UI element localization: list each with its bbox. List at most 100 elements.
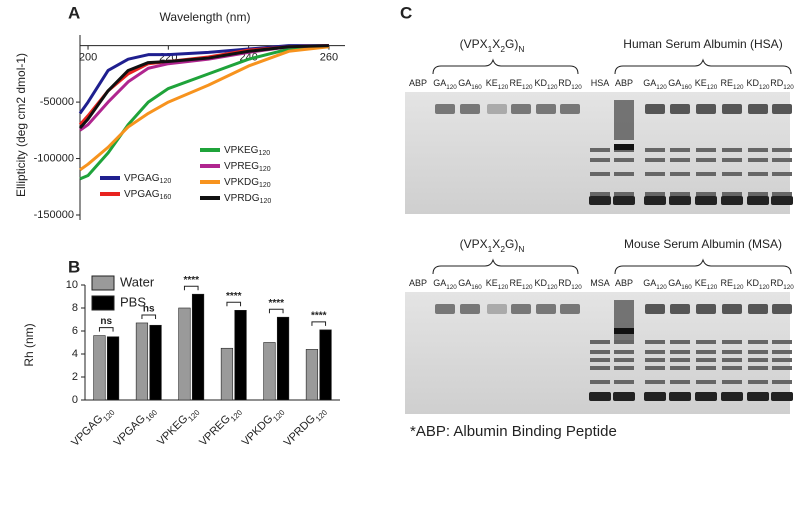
gel-band xyxy=(669,196,691,205)
gel-band xyxy=(696,192,716,196)
lane-label: RE120 xyxy=(720,278,744,291)
gel-band xyxy=(645,104,665,114)
gel-band xyxy=(589,392,611,401)
gel-band xyxy=(748,192,768,196)
panel-letter: A xyxy=(68,3,80,22)
bar xyxy=(319,329,332,401)
gel-band xyxy=(696,172,716,176)
gel-band xyxy=(772,366,792,370)
x-tick-label: VPREG120 xyxy=(197,404,244,451)
lane-label: GA160 xyxy=(458,78,482,91)
gel-band xyxy=(748,358,768,362)
gel-band xyxy=(670,104,690,114)
gel-band xyxy=(669,392,691,401)
y-tick-label: -50000 xyxy=(40,96,74,108)
gel-band xyxy=(696,366,716,370)
gel-band xyxy=(614,366,634,370)
gel-band xyxy=(614,380,634,384)
x-tick-label: VPKDG120 xyxy=(240,404,287,451)
bar xyxy=(149,324,162,401)
lane-label: RE120 xyxy=(720,78,744,91)
gel-band xyxy=(772,148,792,152)
significance-bracket xyxy=(183,285,199,291)
gel-band xyxy=(722,366,742,370)
lane-label: GA120 xyxy=(643,278,667,291)
gel-band xyxy=(645,148,665,152)
gel-band xyxy=(645,358,665,362)
gel-band xyxy=(696,380,716,384)
legend-label: Water xyxy=(120,274,155,289)
legend-swatch xyxy=(91,275,115,291)
lane-label: GA120 xyxy=(433,278,457,291)
significance-label: **** xyxy=(183,275,199,286)
y-tick-label: 0 xyxy=(72,394,78,406)
y-tick-label: 4 xyxy=(72,348,78,360)
gel-band xyxy=(645,172,665,176)
gel-band xyxy=(696,158,716,162)
gel-band xyxy=(670,380,690,384)
bar xyxy=(220,347,234,401)
gel-band xyxy=(722,148,742,152)
lane-label: ABP xyxy=(615,78,633,88)
gel-band xyxy=(645,380,665,384)
gel-band xyxy=(748,340,768,344)
gel-band xyxy=(722,380,742,384)
significance-bracket xyxy=(268,308,284,314)
gel-band xyxy=(670,358,690,362)
legend-label: VPRDG120 xyxy=(224,193,271,206)
gel-band xyxy=(670,304,690,314)
lane-label: KE120 xyxy=(695,78,718,91)
y-tick-label: -100000 xyxy=(34,152,74,164)
gel-band xyxy=(670,192,690,196)
gel-band xyxy=(613,196,635,205)
gel-band xyxy=(644,392,666,401)
gel-band xyxy=(487,304,507,314)
legend-label: PBS xyxy=(120,294,146,309)
gel-band xyxy=(772,340,792,344)
y-axis-label: Rh (nm) xyxy=(22,323,36,366)
bar xyxy=(135,322,149,401)
gel-band xyxy=(670,148,690,152)
gel-band xyxy=(645,366,665,370)
legend-label: VPGAG120 xyxy=(124,173,171,186)
gel-band xyxy=(721,196,743,205)
gel-band xyxy=(511,304,531,314)
lane-label: RE120 xyxy=(509,78,533,91)
gel-band xyxy=(560,104,580,114)
gel-band xyxy=(722,358,742,362)
gel-band xyxy=(536,304,556,314)
gel-band xyxy=(460,304,480,314)
gel-band xyxy=(696,340,716,344)
y-tick-label: 2 xyxy=(72,371,78,383)
gel-band xyxy=(722,340,742,344)
legend-swatch xyxy=(91,295,115,311)
line-series xyxy=(78,44,329,130)
gel-band xyxy=(590,172,610,176)
lane-label: RD120 xyxy=(558,278,582,291)
lane-label: KE120 xyxy=(486,278,509,291)
lane-label: GA160 xyxy=(668,78,692,91)
gel-band xyxy=(645,158,665,162)
significance-bracket xyxy=(311,321,327,326)
bar xyxy=(305,349,319,401)
bar xyxy=(276,316,290,401)
gel-band xyxy=(748,366,768,370)
gel-band xyxy=(748,172,768,176)
gel-band xyxy=(614,358,634,362)
bracket xyxy=(432,258,579,275)
lane-label: GA120 xyxy=(643,78,667,91)
gel-band xyxy=(695,196,717,205)
gel-band xyxy=(696,350,716,354)
gel-band xyxy=(696,104,716,114)
y-axis-label: Ellipticity (deg cm2 dmol-1) xyxy=(14,53,28,197)
gel-band xyxy=(696,148,716,152)
lane-label: KD120 xyxy=(746,78,770,91)
lane-label: KE120 xyxy=(486,78,509,91)
gel-band xyxy=(614,158,634,162)
gel-band xyxy=(722,104,742,114)
significance-bracket xyxy=(98,327,114,332)
gel-band xyxy=(644,196,666,205)
significance-label: **** xyxy=(268,298,284,309)
gel-band xyxy=(536,104,556,114)
gel-band xyxy=(435,304,455,314)
